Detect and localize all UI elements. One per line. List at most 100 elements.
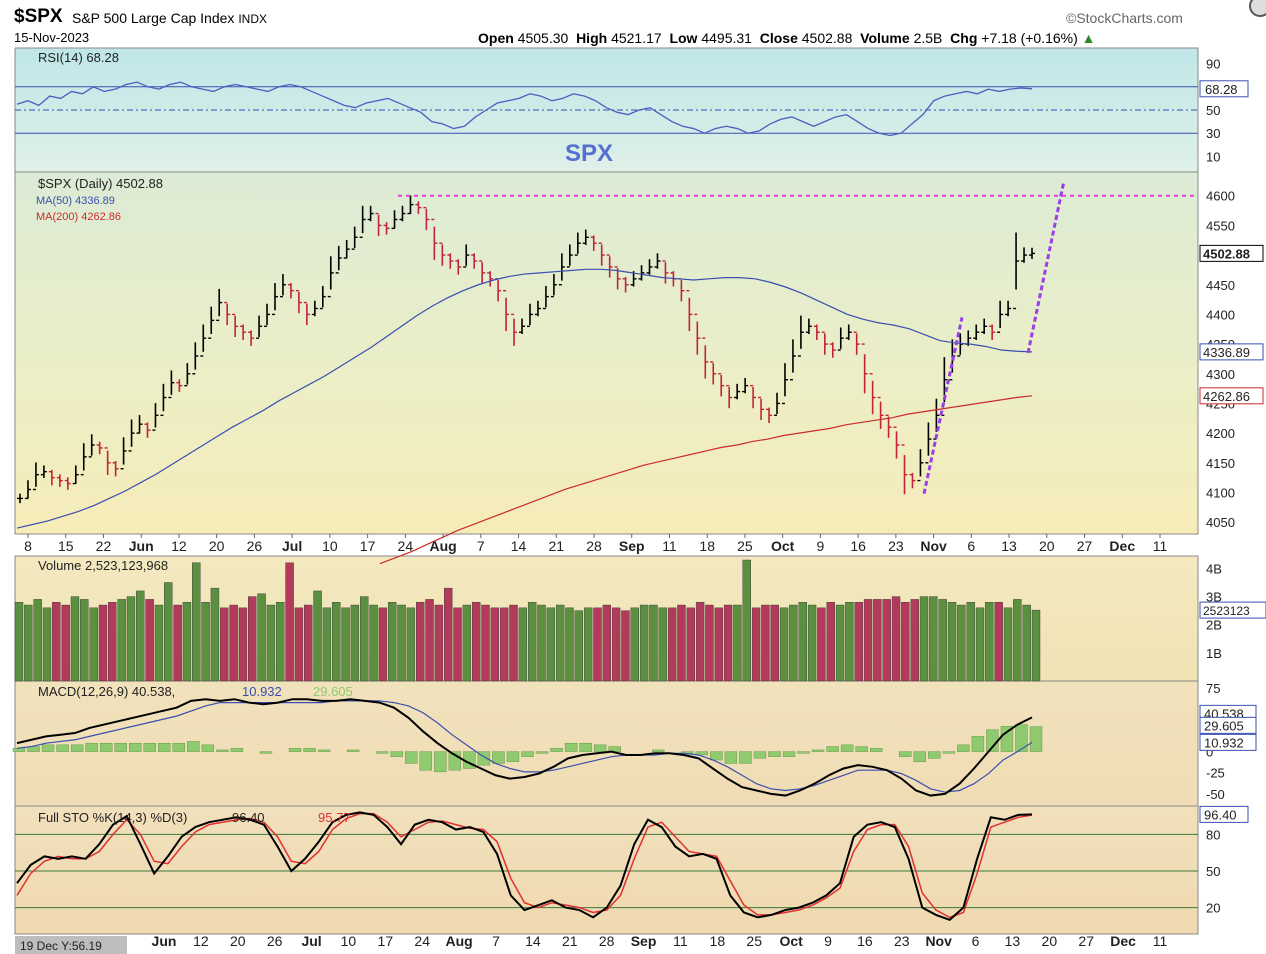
volume-bar [89,607,98,682]
x-tick: 14 [511,538,527,554]
volume-bar [154,604,164,682]
volume-bar [891,596,901,682]
volume-bar [443,587,453,682]
macd-hist-bar [521,751,534,757]
volume-bar [630,607,639,682]
macd-hist-bar [70,744,84,752]
rsi-tag-box [1199,80,1249,98]
volume-bar [733,604,742,682]
macd-hist-bar [564,742,578,752]
volume-bar [481,604,490,682]
macd-hist-bar [652,749,665,752]
volume-bar [901,602,910,682]
volume-bar [537,604,546,682]
macd-hist-bar [216,749,229,752]
rsi-tag: 68.28 [1205,82,1238,97]
volume-bar [61,604,70,682]
price-tick: 4600 [1206,189,1235,204]
volume-bar [686,607,695,682]
macd-hist-bar [187,741,200,752]
x-tick-bottom: 9 [824,933,832,949]
price-tick: 4150 [1206,456,1235,471]
channel-line [1026,180,1066,354]
sto-d-label: 95.77 [318,810,351,825]
macd-tick: 75 [1206,681,1220,696]
volume-bar [416,602,425,682]
macd-hist-label: 29.605 [313,684,353,699]
volume-bar [1013,599,1022,682]
volume-bar [52,602,61,682]
x-tick: Jul [282,538,302,554]
volume-bar [583,607,593,682]
rsi-tick: 30 [1206,126,1220,141]
volume-bar [714,607,723,682]
macd-hist-bar [259,751,273,754]
price-tag: 4502.88 [1203,246,1250,261]
macd-tag: 10.932 [1204,735,1244,750]
volume-bar [639,604,649,682]
volume-bar [341,607,350,682]
macd-hist-bar [434,751,447,773]
volume-bar [285,562,294,682]
x-tick: Sep [619,538,645,554]
macd-tick: -50 [1206,787,1225,802]
volume-tick: 1B [1206,646,1222,661]
macd-hist-bar [739,751,752,764]
volume-bar [313,590,322,682]
macd-hist-bar [579,742,592,752]
x-tick-bottom: 20 [1042,933,1058,949]
sto-label: Full STO %K(14,3) %D(3) [38,810,187,825]
macd-hist-bar [143,742,156,752]
x-tick-bottom: Sep [631,933,657,949]
volume-bar [350,604,360,682]
x-tick: 18 [699,538,715,554]
macd-hist-bar [971,736,985,752]
volume-bar [919,596,929,682]
macd-hist-bar [41,744,55,752]
rsi-tick: 50 [1206,103,1220,118]
volume-bar [770,604,779,682]
cursor-tag: 19 Dec Y:56.19 [20,939,102,953]
x-tick-bottom: 25 [746,933,762,949]
volume-bar [835,604,845,682]
volume-bar [201,602,210,682]
macd-hist-bar [913,751,926,762]
volume-tick: 4B [1206,561,1222,576]
volume-bar [499,607,509,682]
x-tick-bottom: 14 [525,933,541,949]
volume-bar [164,582,173,682]
sto-tick: 20 [1206,901,1220,916]
volume-bar [555,604,565,682]
close-icon[interactable] [1246,0,1266,18]
sto-tag-box [1199,805,1249,823]
index-name-text: S&P 500 Large Cap Index [72,10,235,26]
volume-label: Volume 2,523,123,968 [38,558,168,573]
price-tag: 4336.89 [1203,345,1250,360]
x-tick: Nov [920,538,947,554]
price-tag-box [1199,387,1264,405]
volume-bar [658,607,667,682]
volume-bar [602,604,612,682]
volume-bar [938,599,947,682]
high-label: High [576,30,608,46]
chg-label: Chg [950,30,978,46]
volume-bar [1031,609,1041,682]
volume-bar [248,596,257,682]
x-tick-bottom: 6 [972,933,980,949]
volume-bar [845,602,854,682]
volume-bar [779,607,789,682]
volume-bar [910,599,919,682]
volume-bar [173,604,182,682]
volume-bar [798,602,807,682]
macd-hist-bar [288,748,302,752]
volume-bar [527,602,537,682]
volume-bar [957,604,966,682]
volume-bar [238,607,248,682]
macd-tag-box [1199,716,1257,734]
volume-bar [826,602,835,682]
ma50-line [16,268,1033,529]
macd-hist-bar [593,744,607,752]
macd-tag-box [1199,733,1257,751]
volume-tick: 2B [1206,618,1222,633]
